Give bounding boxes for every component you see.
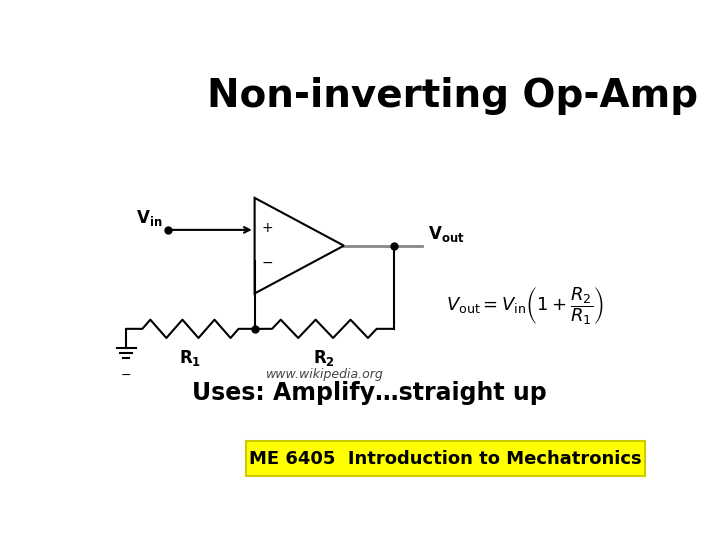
- Text: Non-inverting Op-Amp: Non-inverting Op-Amp: [207, 77, 698, 115]
- Text: $\mathbf{V}_{\mathbf{in}}$: $\mathbf{V}_{\mathbf{in}}$: [136, 208, 163, 228]
- Text: ME 6405  Introduction to Mechatronics: ME 6405 Introduction to Mechatronics: [249, 450, 642, 468]
- Text: −: −: [121, 369, 132, 382]
- FancyBboxPatch shape: [246, 441, 645, 476]
- Text: +: +: [261, 221, 273, 235]
- Text: −: −: [261, 256, 273, 269]
- Text: $V_{\rm out} = V_{\rm in}\left(1 + \dfrac{R_2}{R_1}\right)$: $V_{\rm out} = V_{\rm in}\left(1 + \dfra…: [446, 285, 604, 327]
- Text: $\mathbf{R_2}$: $\mathbf{R_2}$: [313, 348, 336, 368]
- Text: $\mathbf{R_1}$: $\mathbf{R_1}$: [179, 348, 202, 368]
- Text: Uses: Amplify…straight up: Uses: Amplify…straight up: [192, 381, 546, 406]
- Text: $\mathbf{V}_{\mathbf{out}}$: $\mathbf{V}_{\mathbf{out}}$: [428, 224, 464, 244]
- Text: www.wikipedia.org: www.wikipedia.org: [266, 368, 384, 381]
